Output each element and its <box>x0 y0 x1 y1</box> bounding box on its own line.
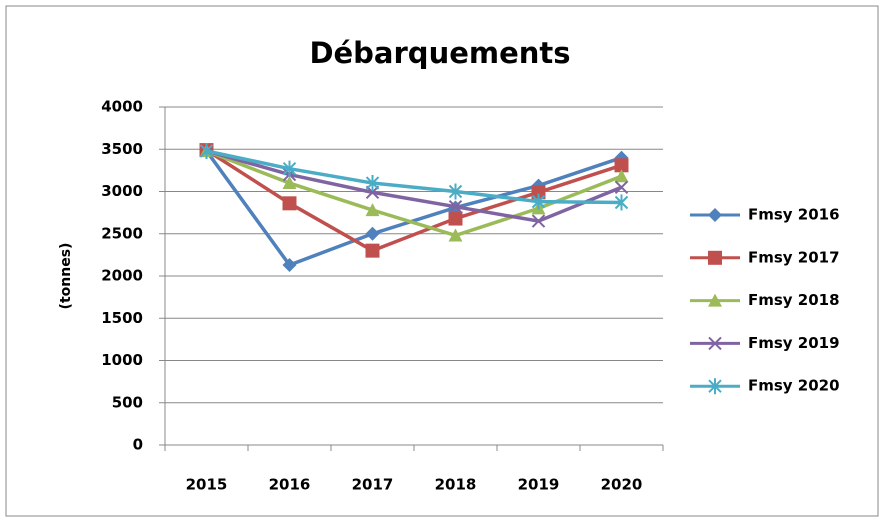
marker <box>708 208 722 222</box>
y-tick-label: 1000 <box>101 351 143 369</box>
marker <box>614 169 629 183</box>
x-tick-label: 2020 <box>601 476 643 494</box>
legend-label: Fmsy 2018 <box>748 291 840 309</box>
x-tick-label: 2018 <box>435 476 477 494</box>
y-tick-label: 4000 <box>101 98 143 116</box>
marker <box>531 185 546 200</box>
legend-label: Fmsy 2016 <box>748 206 840 224</box>
marker <box>448 200 463 214</box>
x-tick-label: 2016 <box>269 476 311 494</box>
marker <box>614 194 629 211</box>
series-line <box>205 149 623 268</box>
marker <box>614 158 629 173</box>
y-tick-label: 3500 <box>101 140 143 158</box>
marker <box>365 175 380 192</box>
legend-label: Fmsy 2020 <box>748 377 840 395</box>
y-tick-label: 500 <box>112 393 143 411</box>
marker <box>531 214 546 228</box>
marker <box>708 250 722 265</box>
x-tick-label: 2019 <box>518 476 560 494</box>
series-line <box>206 149 622 205</box>
y-tick-label: 1500 <box>101 309 143 327</box>
marker <box>708 293 722 307</box>
y-tick-label: 3000 <box>101 182 143 200</box>
marker <box>199 142 214 159</box>
y-tick-label: 2000 <box>101 267 143 285</box>
marker <box>282 176 297 190</box>
y-tick-label: 2500 <box>101 224 143 242</box>
marker <box>282 160 297 177</box>
legend-label: Fmsy 2019 <box>748 334 840 352</box>
marker <box>448 211 463 226</box>
marker <box>614 180 629 194</box>
marker <box>708 378 722 395</box>
marker <box>448 228 463 242</box>
marker <box>531 193 546 210</box>
y-axis-label: (tonnes) <box>58 243 74 310</box>
chart-border <box>5 5 879 517</box>
marker <box>365 243 380 258</box>
marker <box>365 203 380 217</box>
series-line <box>205 148 623 253</box>
marker <box>282 196 297 211</box>
legend-label: Fmsy 2017 <box>748 248 840 266</box>
x-tick-label: 2015 <box>186 476 228 494</box>
marker <box>448 183 463 200</box>
marker <box>365 226 380 241</box>
chart-title: Débarquements <box>309 36 570 70</box>
marker <box>282 258 297 273</box>
series-line <box>206 149 623 223</box>
y-tick-label: 0 <box>133 436 143 454</box>
marker <box>708 336 722 351</box>
x-tick-label: 2017 <box>352 476 394 494</box>
